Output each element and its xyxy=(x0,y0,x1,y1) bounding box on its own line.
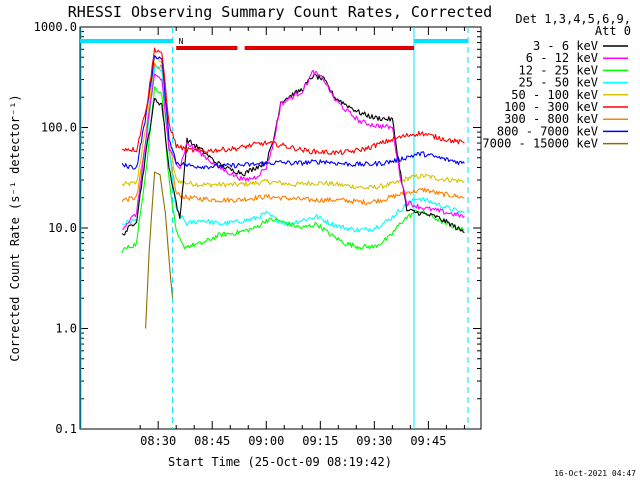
y-tick-label: 0.1 xyxy=(55,422,77,436)
x-tick-label: 08:30 xyxy=(140,434,176,448)
x-tick-label: 08:45 xyxy=(194,434,230,448)
footer-timestamp: 16-Oct-2021 04:47 xyxy=(554,469,636,478)
axis-ticks: 0.1 1.0 10.0 100.0 1000.0 08:30 08:45 09:00 09:1… xyxy=(34,20,481,448)
legend-label: 12 - 25 keV xyxy=(519,63,598,77)
y-tick-label: 100.0 xyxy=(41,121,77,135)
legend-label: 7000 - 15000 keV xyxy=(482,137,598,151)
series-line-3-6-keV xyxy=(121,73,465,236)
series-line-800-7000-keV xyxy=(121,55,465,170)
x-tick-label: 09:15 xyxy=(302,434,338,448)
x-tick-label: 09:30 xyxy=(356,434,392,448)
legend-header-line-1: Det 1,3,4,5,6,9, xyxy=(515,12,631,26)
legend-label: 50 - 100 keV xyxy=(511,88,598,102)
legend-label: 800 - 7000 keV xyxy=(497,124,598,138)
series-line-6-12-keV xyxy=(122,69,465,230)
legend-label: 300 - 800 keV xyxy=(504,112,598,126)
plot-frame xyxy=(79,26,482,430)
series-line-100-300-keV xyxy=(122,47,465,156)
x-tick-label: 09:00 xyxy=(248,434,284,448)
x-axis-label: Start Time (25-Oct-09 08:19:42) xyxy=(168,455,392,469)
series-line-300-800-keV xyxy=(121,62,465,206)
x-tick-label: 09:45 xyxy=(410,434,446,448)
legend-label: 100 - 300 keV xyxy=(504,100,598,114)
legend-label: 6 - 12 keV xyxy=(526,51,598,65)
legend-label: 3 - 6 keV xyxy=(533,39,598,53)
chart-title: RHESSI Observing Summary Count Rates, Co… xyxy=(68,3,492,21)
y-axis-label: Corrected Count Rate (s⁻¹ detector⁻¹) xyxy=(8,94,22,361)
series-line-7000-15000-keV xyxy=(145,171,174,329)
y-tick-label: 1000.0 xyxy=(34,20,77,34)
status-markers: N xyxy=(80,27,469,429)
y-tick-label: 1.0 xyxy=(55,322,77,336)
data-series xyxy=(121,47,465,329)
legend-label: 25 - 50 keV xyxy=(519,76,598,90)
legend-header-line-2: Att 0 xyxy=(595,24,631,38)
y-tick-label: 10.0 xyxy=(48,221,77,235)
series-line-12-25-keV xyxy=(121,86,465,253)
attenuator-state-label: N xyxy=(179,37,184,46)
series-line-50-100-keV xyxy=(121,54,465,190)
